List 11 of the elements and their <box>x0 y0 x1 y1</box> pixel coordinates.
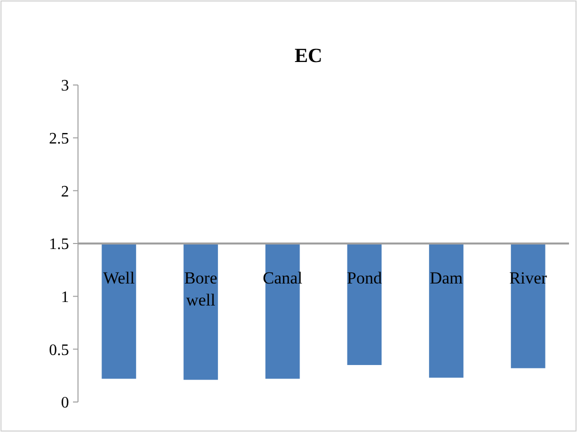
y-tick-label: 2.5 <box>49 130 69 148</box>
chart-title: EC <box>294 45 322 67</box>
y-tick-label: 0.5 <box>49 342 69 359</box>
x-tick-label: Bore well <box>184 268 218 310</box>
y-tick-label: 1 <box>61 288 69 306</box>
y-tick-label: 2 <box>61 183 69 200</box>
x-tick-label: Dam <box>430 268 463 288</box>
y-tick-label: 1.5 <box>49 236 69 254</box>
x-tick-label: Well <box>103 268 136 288</box>
y-tick-label: 3 <box>61 78 69 95</box>
y-tick-label: 0 <box>61 394 69 412</box>
